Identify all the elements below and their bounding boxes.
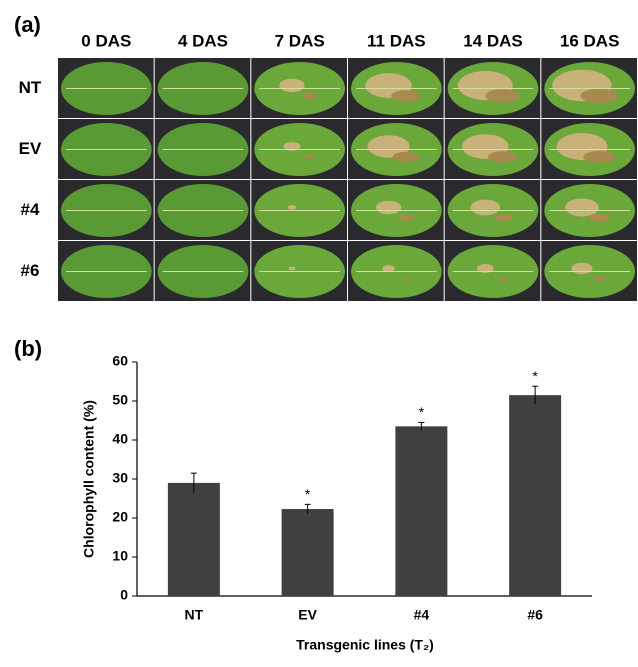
bar xyxy=(509,395,562,596)
y-tick-label: 60 xyxy=(112,353,128,369)
panel-label: (b) xyxy=(14,336,42,361)
significance-mark: * xyxy=(419,404,425,420)
leaf-lesion xyxy=(583,150,616,163)
x-axis-label: Transgenic lines (T₂) xyxy=(296,637,434,653)
y-tick-label: 20 xyxy=(112,509,128,525)
x-tick-label: NT xyxy=(185,607,204,623)
leaf-lesion xyxy=(382,265,395,272)
y-axis-label: Chlorophyll content (%) xyxy=(81,400,97,558)
column-label: 0 DAS xyxy=(81,31,131,50)
x-tick-label: EV xyxy=(298,607,317,623)
significance-mark: * xyxy=(532,368,538,384)
leaf-lesion xyxy=(401,277,411,281)
leaf-lesion xyxy=(306,216,313,219)
column-label: 16 DAS xyxy=(560,31,620,50)
leaf-lesion xyxy=(288,266,296,271)
leaf-lesion xyxy=(565,198,599,217)
column-label: 11 DAS xyxy=(367,31,426,50)
photo-grid xyxy=(58,58,637,301)
leaf-lesion xyxy=(592,276,607,282)
leaf-lesion xyxy=(301,92,318,99)
y-tick-label: 40 xyxy=(112,431,128,447)
leaf-lesion xyxy=(485,89,521,103)
row-label: EV xyxy=(19,139,42,158)
leaf-lesion xyxy=(283,141,301,151)
bar xyxy=(281,509,334,596)
leaf-lesion xyxy=(497,276,509,281)
row-label: #4 xyxy=(21,200,40,219)
row-label: #6 xyxy=(21,261,40,280)
leaf-lesion xyxy=(571,262,593,275)
row-label: NT xyxy=(19,78,42,97)
leaf-lesion xyxy=(367,135,410,158)
column-label: 4 DAS xyxy=(178,31,228,50)
chart: 0 10 20 30 40 50 60 NT EV * #4 * #6 * xyxy=(112,353,592,623)
panel-label: (a) xyxy=(14,12,41,37)
leaf-lesion xyxy=(307,278,312,280)
column-label: 14 DAS xyxy=(463,31,523,50)
column-label: 7 DAS xyxy=(275,31,325,50)
leaf-lesion xyxy=(470,199,501,216)
y-tick-label: 0 xyxy=(120,587,128,603)
leaf-lesion xyxy=(580,88,619,103)
leaf-lesion xyxy=(375,200,402,215)
leaf-lesion xyxy=(287,205,297,210)
leaf-lesion xyxy=(588,213,611,222)
significance-mark: * xyxy=(305,486,311,502)
bar xyxy=(167,482,220,596)
leaf-lesion xyxy=(279,78,305,93)
leaf-lesion xyxy=(303,154,315,159)
bar xyxy=(395,426,448,596)
leaf-lesion xyxy=(397,214,415,221)
y-tick-label: 50 xyxy=(112,392,128,408)
leaf-lesion xyxy=(476,263,494,273)
x-tick-label: #6 xyxy=(527,607,543,623)
y-tick-label: 30 xyxy=(112,470,128,486)
x-tick-label: #4 xyxy=(414,607,430,623)
leaf-lesion xyxy=(493,214,513,222)
leaf-lesion xyxy=(487,151,518,163)
leaf-lesion xyxy=(391,90,421,102)
y-tick-label: 10 xyxy=(112,548,128,564)
leaf-lesion xyxy=(392,151,420,162)
